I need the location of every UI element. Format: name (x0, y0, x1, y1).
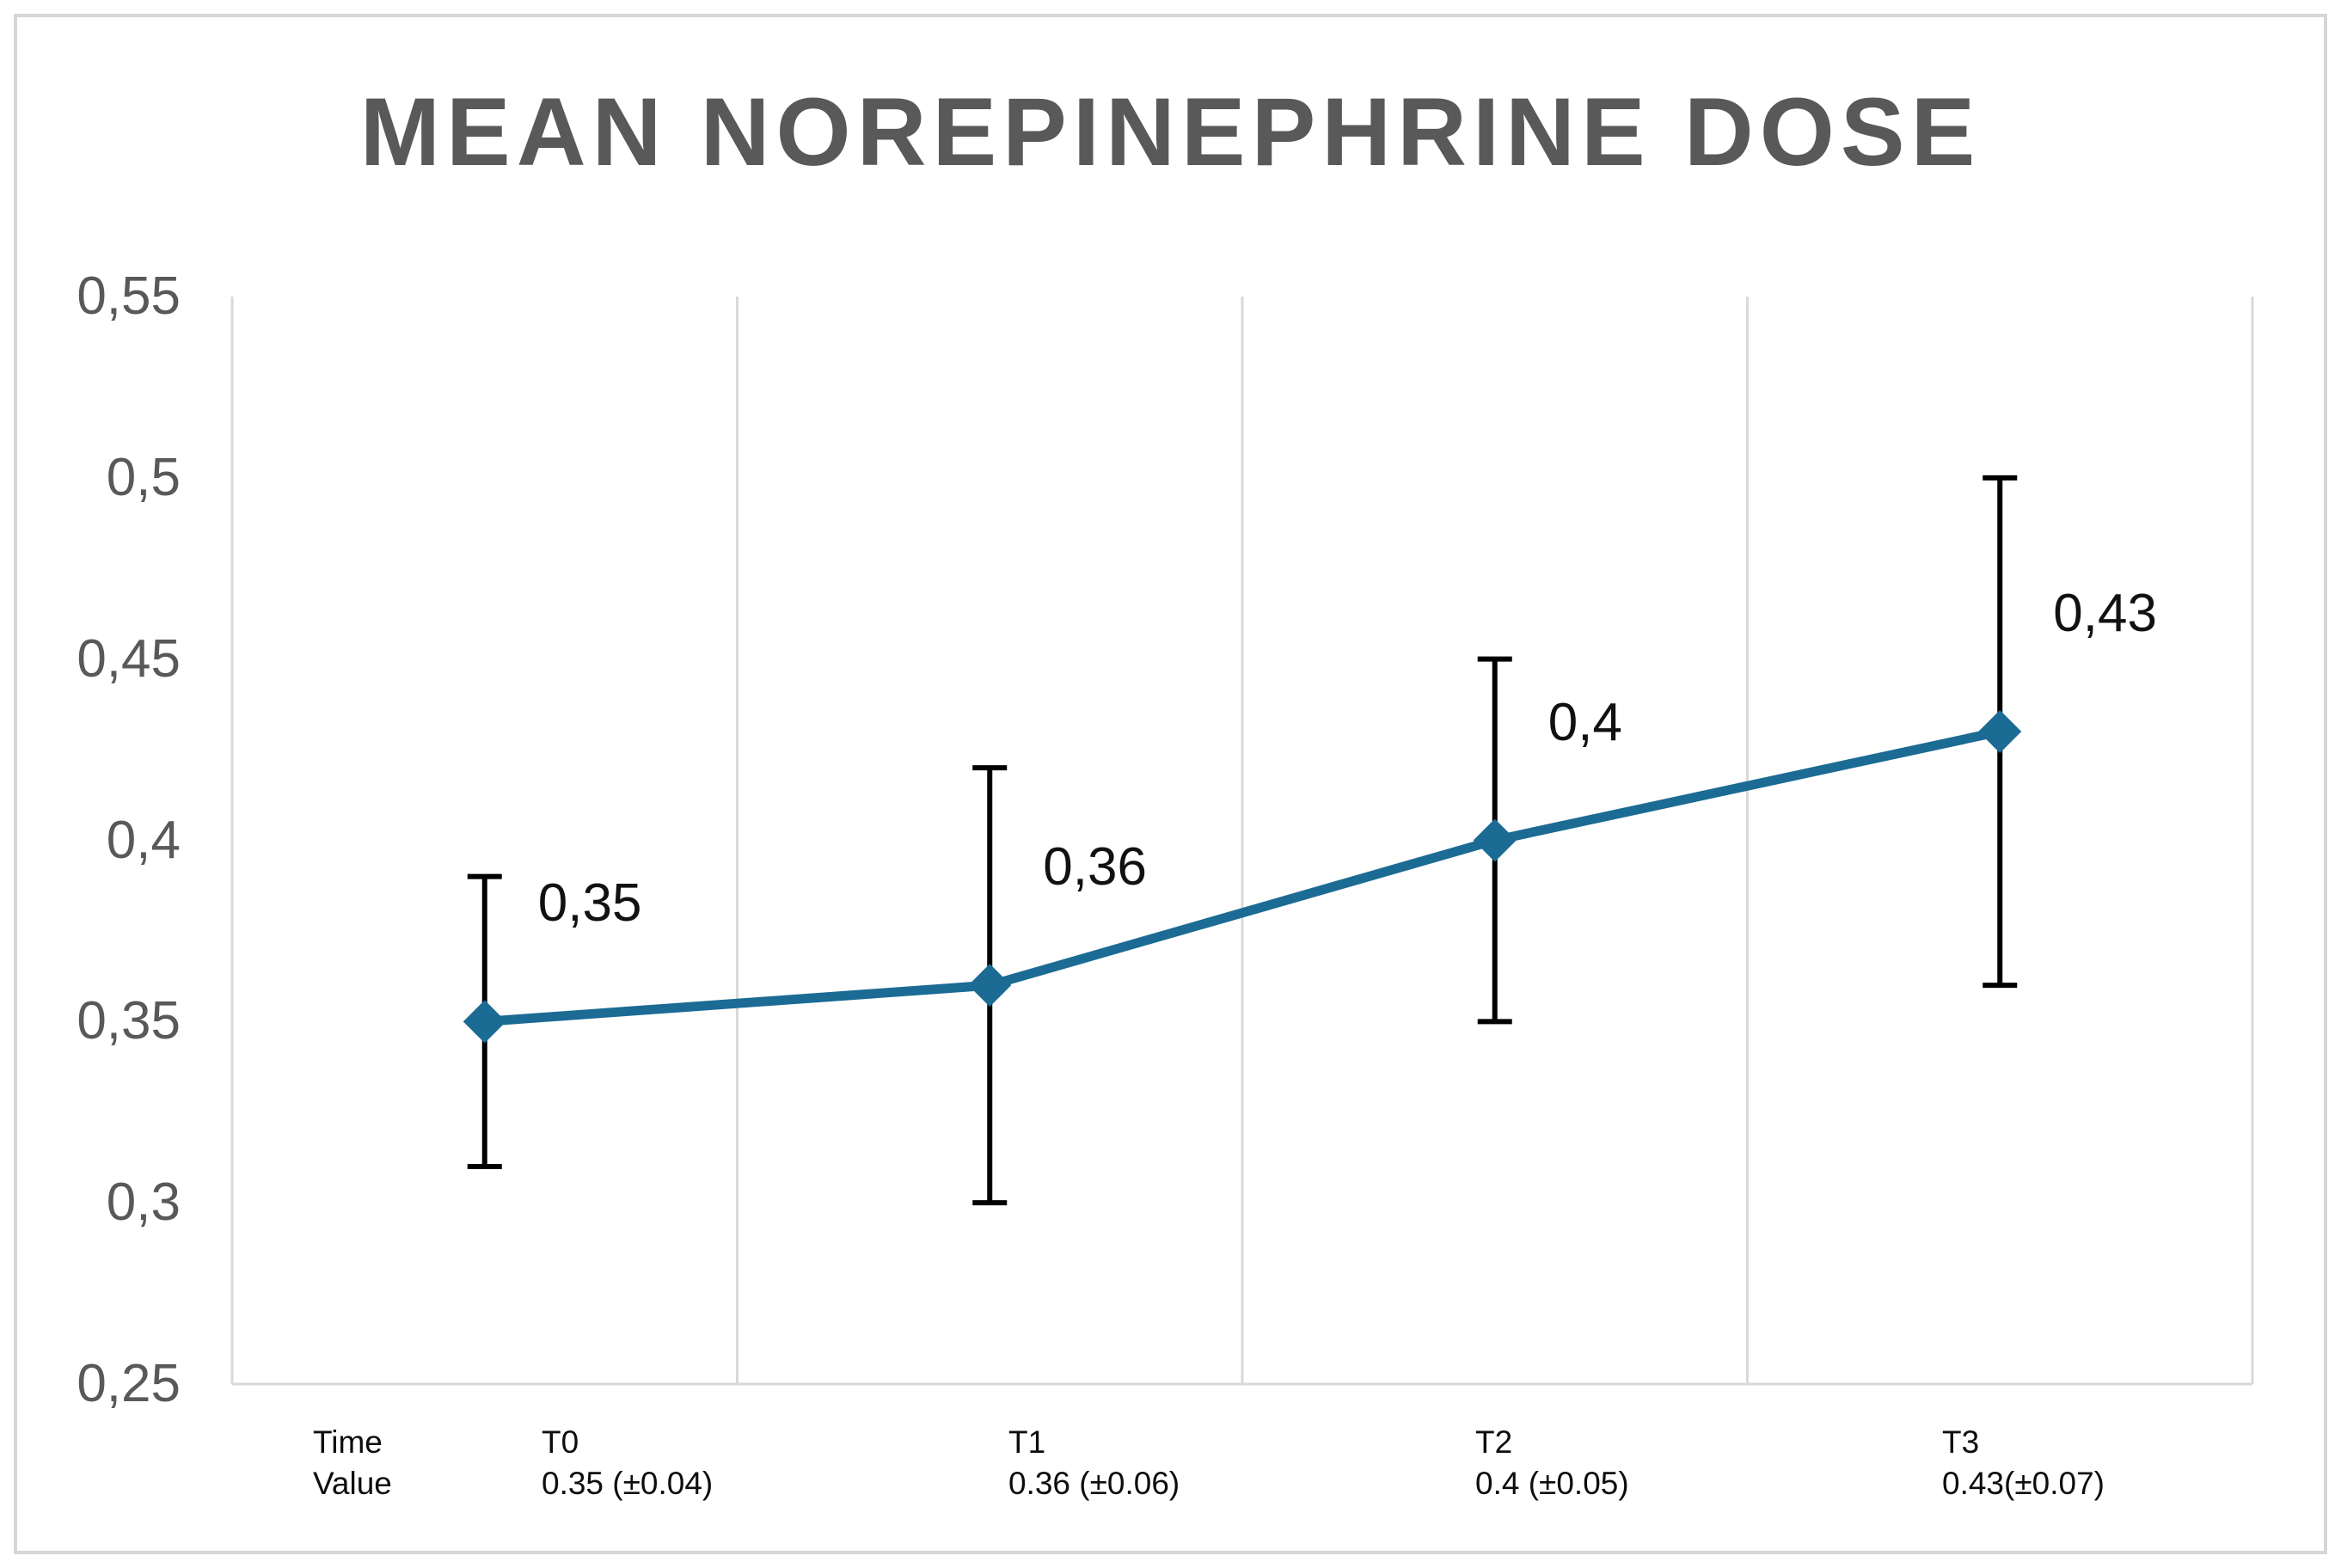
data-point-marker (1978, 710, 2022, 753)
y-tick-label: 0,35 (77, 991, 181, 1051)
x-table-value: 0.35 (±0.04) (542, 1466, 714, 1501)
x-table-value: 0.36 (±0.06) (1008, 1466, 1180, 1501)
data-point-marker (463, 1000, 506, 1044)
y-tick-label: 0,5 (106, 447, 181, 507)
chart-border (14, 14, 2327, 1554)
x-table-category: T0 (542, 1424, 579, 1460)
x-table-category: T2 (1475, 1424, 1513, 1460)
x-table-row-header: Value (313, 1466, 392, 1501)
x-table-category: T1 (1008, 1424, 1046, 1460)
data-point-label: 0,43 (2053, 584, 2157, 643)
data-point-label: 0,4 (1547, 692, 1622, 752)
x-table-value: 0.4 (±0.05) (1475, 1466, 1629, 1501)
y-tick-label: 0,45 (77, 628, 181, 689)
chart-title: MEAN NOREPINEPHRINE DOSE (359, 78, 1982, 186)
y-tick-label: 0,55 (77, 266, 181, 326)
data-point-marker (968, 964, 1012, 1008)
x-table-value: 0.43(±0.07) (1942, 1466, 2105, 1501)
series-line (484, 726, 2001, 1026)
data-point-label: 0,35 (537, 873, 642, 934)
data-point-label: 0,36 (1043, 837, 1147, 897)
x-table-category: T3 (1942, 1424, 1980, 1460)
y-tick-label: 0,3 (106, 1173, 181, 1233)
x-table-row-header: Time (313, 1424, 383, 1460)
y-tick-label: 0,25 (77, 1354, 181, 1413)
data-point-marker (1473, 818, 1517, 862)
y-tick-label: 0,4 (106, 810, 181, 870)
